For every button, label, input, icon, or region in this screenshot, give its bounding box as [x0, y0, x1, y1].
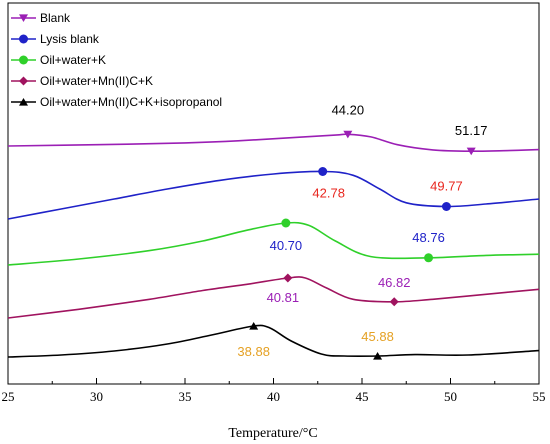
legend-entry: Oil+water+Mn(II)C+K+isopropanol	[11, 95, 222, 109]
series: 44.20 51.17	[7, 102, 540, 156]
legend-label: Lysis blank	[40, 32, 100, 46]
data-point-marker	[283, 273, 293, 283]
legend-marker	[19, 34, 28, 44]
data-point-marker	[249, 321, 259, 330]
data-label: 44.20	[332, 102, 365, 117]
series-layer: 44.20 51.17 42.78 49.77 40.70 48.76 40.81 46.82…	[7, 102, 540, 360]
x-axis-label: Temperature/°C	[228, 426, 317, 441]
data-label: 40.70	[270, 238, 303, 253]
legend-entry: Oil+water+Mn(II)C+K	[11, 74, 153, 88]
data-label: 42.78	[312, 186, 345, 201]
legend-marker	[19, 97, 28, 106]
data-label: 38.88	[237, 344, 270, 359]
legend-label: Blank	[40, 11, 71, 25]
series-line	[7, 276, 540, 319]
data-label: 49.77	[430, 179, 463, 194]
legend-entry: Oil+water+K	[11, 53, 106, 67]
x-tick-label: 50	[444, 389, 457, 404]
x-tick-label: 55	[533, 389, 546, 404]
x-tick-label: 30	[90, 389, 103, 404]
legend-label: Oil+water+Mn(II)C+K	[40, 74, 153, 88]
series: 40.81 46.82	[7, 273, 540, 319]
data-point-marker	[343, 130, 353, 139]
data-label: 48.76	[412, 230, 445, 245]
series: 40.70 48.76	[7, 218, 540, 266]
legend-marker	[19, 76, 28, 86]
x-tick-label: 25	[2, 389, 15, 404]
x-tick-label: 40	[267, 389, 280, 404]
legend-entry: Blank	[11, 11, 71, 25]
legend: Blank Lysis blank Oil+water+K Oil+water+Mn(…	[11, 11, 222, 109]
series: 42.78 49.77	[7, 167, 540, 220]
x-tick-label: 35	[179, 389, 192, 404]
legend-marker	[19, 55, 28, 65]
data-label: 51.17	[455, 123, 488, 138]
data-label: 40.81	[267, 290, 300, 305]
legend-entry: Lysis blank	[11, 32, 100, 46]
data-point-marker	[466, 147, 476, 156]
series-line	[7, 324, 540, 358]
data-point-marker	[424, 253, 434, 263]
series: 38.88 45.88	[7, 321, 540, 360]
x-axis: 25 30 35 40 45 50 55	[2, 378, 546, 404]
data-point-marker	[318, 167, 328, 176]
legend-label: Oil+water+Mn(II)C+K+isopropanol	[40, 95, 222, 109]
data-point-marker	[441, 202, 451, 211]
data-point-marker	[373, 351, 383, 360]
x-tick-label: 45	[356, 389, 369, 404]
legend-label: Oil+water+K	[40, 53, 106, 67]
data-point-marker	[389, 297, 399, 307]
data-label: 45.88	[361, 329, 394, 344]
data-point-marker	[281, 218, 291, 228]
data-label: 46.82	[378, 275, 411, 290]
legend-marker	[19, 14, 28, 23]
